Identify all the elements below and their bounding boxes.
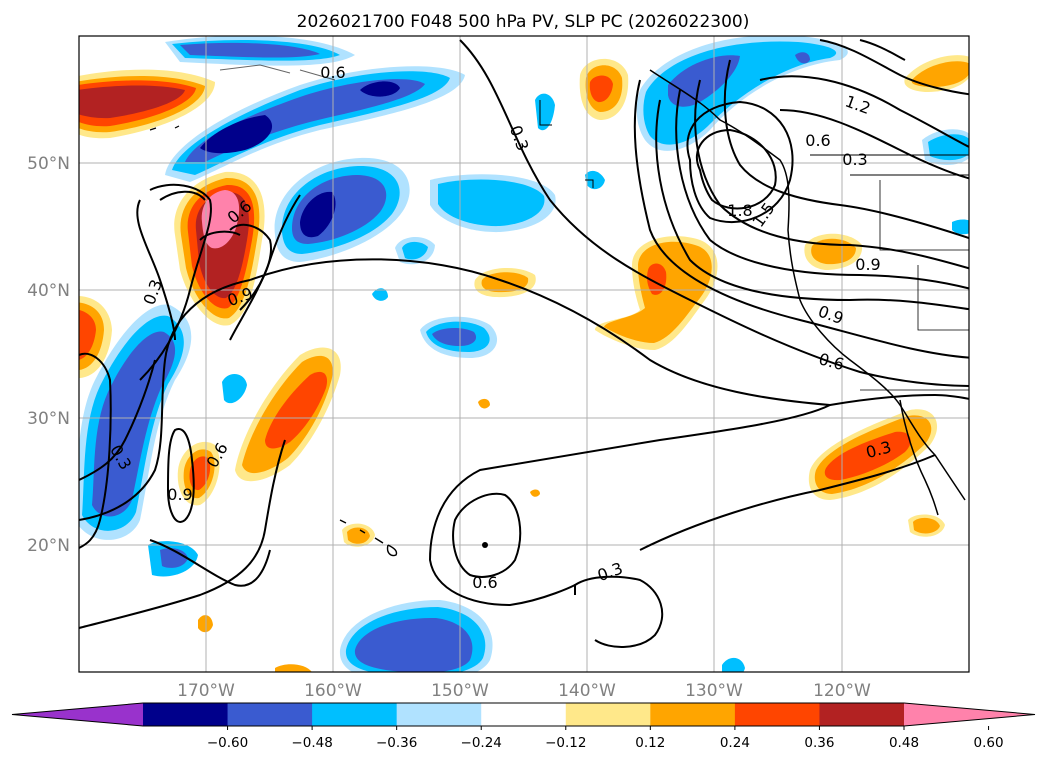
colorbar-tick-label: 0.24 (720, 735, 750, 751)
pv-anomaly-negative (438, 179, 545, 227)
lon-label-160w: 160°W (304, 681, 362, 701)
colorbar-swatch (312, 703, 398, 726)
colorbar (11, 702, 1036, 727)
colorbar-tick-label: −0.48 (291, 735, 332, 751)
lon-labels: 170°W 160°W 150°W 140°W 130°W 120°W (177, 681, 871, 701)
lat-label-40n: 40°N (27, 281, 70, 301)
colorbar-tick-label: −0.36 (376, 735, 417, 751)
pv-anomaly-positive (275, 664, 312, 672)
colorbar-tick-label: 0.48 (889, 735, 919, 751)
colorbar-swatch (734, 703, 820, 726)
pv-anomaly-negative (300, 191, 336, 238)
pv-anomaly-positive (647, 263, 667, 295)
pv-anomaly-negative (585, 170, 605, 190)
pv-anomaly-positive (824, 431, 911, 481)
pv-anomaly-negative (180, 42, 320, 58)
colorbar-tick-label: −0.12 (545, 735, 586, 751)
contour-label: 0.6 (805, 131, 830, 150)
pv-anomaly-positive (347, 527, 370, 544)
colorbar-outline (11, 702, 1036, 727)
colorbar-tick-label: −0.60 (207, 735, 248, 751)
contour-label: 0.6 (320, 63, 345, 82)
pv-anomaly-negative (372, 288, 388, 301)
lon-label-150w: 150°W (431, 681, 489, 701)
pv-anomaly-negative (432, 328, 477, 346)
colorbar-tick-label: 0.36 (804, 735, 834, 751)
pv-anomaly-negative (722, 657, 745, 672)
contour-label: 0.6 (472, 573, 497, 592)
lat-label-20n: 20°N (27, 536, 70, 556)
pv-anomaly-positive (79, 85, 185, 119)
pv-shading (79, 36, 969, 672)
pv-anomaly-negative (360, 81, 400, 97)
pv-anomaly-positive (911, 61, 969, 88)
lon-label-140w: 140°W (558, 681, 616, 701)
lat-label-50n: 50°N (27, 154, 70, 174)
contour-label: 0.3 (842, 150, 867, 169)
colorbar-extend-low (12, 703, 143, 726)
slp-center-marker (482, 542, 488, 548)
lat-labels: 50°N 40°N 30°N 20°N (27, 154, 70, 556)
pv-anomaly-positive (478, 398, 490, 409)
colorbar-swatch (227, 703, 313, 726)
colorbar-swatch (143, 703, 229, 726)
pv-anomaly-negative (200, 115, 273, 154)
colorbar-tick-label: 0.60 (974, 735, 1004, 751)
contour-label: 1.8 (727, 201, 752, 220)
colorbar-swatch (650, 703, 736, 726)
pv-anomaly-negative (795, 52, 810, 64)
pv-anomaly-positive (589, 75, 613, 103)
contour-label: 0.9 (167, 485, 192, 504)
colorbar-swatch (396, 703, 482, 726)
colorbar-tick-label: 0.12 (635, 735, 665, 751)
pv-anomaly-negative (402, 241, 428, 260)
lat-label-30n: 30°N (27, 409, 70, 429)
lon-label-120w: 120°W (813, 681, 871, 701)
pv-anomaly-negative (160, 548, 188, 568)
contour-label: 0.9 (855, 255, 880, 274)
colorbar-swatch (565, 703, 651, 726)
colorbar-extend-high (904, 703, 1035, 726)
pv-anomaly-positive (913, 517, 940, 534)
colorbar-ticks: −0.60 −0.48 −0.36 −0.24 −0.12 0.12 0.24 0.36 0.4… (207, 726, 1004, 751)
map-frame (78, 35, 970, 673)
pv-anomaly-negative (952, 219, 969, 235)
colorbar-swatch (481, 703, 567, 726)
slp-contours (79, 39, 969, 648)
lon-label-130w: 130°W (685, 681, 743, 701)
pv-anomaly-positive (79, 309, 96, 360)
colorbar-swatch (819, 703, 905, 726)
colorbar-tick-label: −0.24 (461, 735, 502, 751)
lon-label-170w: 170°W (177, 681, 235, 701)
map-title: 2026021700 F048 500 hPa PV, SLP PC (2026… (297, 12, 750, 32)
pv-anomaly-negative (222, 374, 247, 404)
pv-anomaly-positive (265, 371, 328, 449)
pv-anomaly-positive (530, 489, 540, 497)
coastlines (149, 64, 969, 557)
pv-anomaly-negative (354, 617, 473, 672)
